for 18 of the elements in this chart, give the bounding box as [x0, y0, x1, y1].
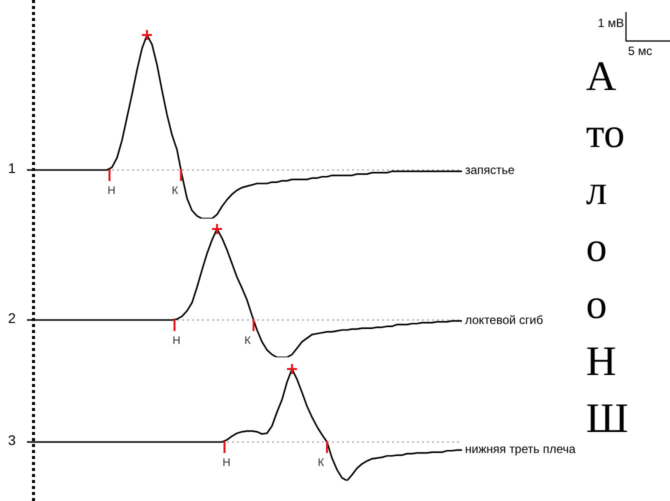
annotation: Н: [222, 457, 231, 469]
text: о: [586, 281, 607, 330]
y-axis-title: 1: [8, 160, 16, 176]
y-axis-title: 3: [8, 432, 16, 448]
annotation: К: [172, 185, 179, 197]
text: о: [586, 224, 607, 273]
series-label: нижняя треть плеча: [465, 442, 576, 456]
series-label: запястье: [465, 163, 515, 178]
series-label: локтевой сгиб: [465, 312, 544, 327]
annotation: К: [318, 457, 325, 469]
text: л: [586, 167, 607, 216]
y-axis-title: 2: [8, 310, 16, 326]
annotation: Н: [172, 335, 181, 347]
text: то: [586, 110, 625, 159]
text: Ш: [586, 395, 628, 444]
text: Н: [586, 338, 616, 387]
annotation: Н: [108, 185, 116, 197]
annotation: К: [244, 335, 252, 347]
